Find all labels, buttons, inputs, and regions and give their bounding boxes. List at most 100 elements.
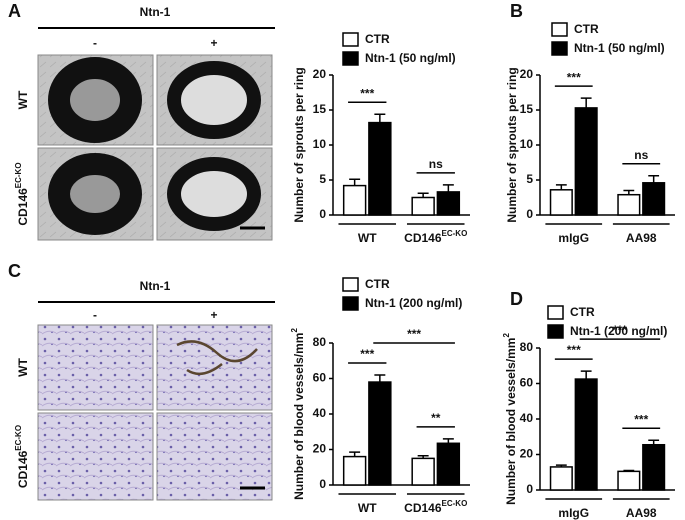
x-tick-label-sup: EC-KO <box>442 229 468 238</box>
panel-letter: A <box>8 1 21 21</box>
significance-label: *** <box>567 343 581 357</box>
error-bar <box>648 175 660 183</box>
y-tick-label: 0 <box>526 482 533 496</box>
legend-swatch <box>551 41 568 56</box>
bar <box>549 466 573 491</box>
bar <box>617 470 641 491</box>
bar <box>642 443 666 491</box>
significance-label: *** <box>634 412 648 426</box>
significance-label: ns <box>429 157 443 171</box>
column-label: + <box>210 36 217 50</box>
micrograph <box>37 412 154 501</box>
y-tick-label: 15 <box>520 102 534 116</box>
y-axis-label-base: Number of sprouts per ring <box>292 67 306 222</box>
row-label-base: CD146 <box>16 188 30 226</box>
column-label: + <box>210 308 217 322</box>
y-tick-label: 0 <box>319 207 326 221</box>
y-axis-label-base: Number of blood vessels/mm <box>504 338 518 505</box>
bar <box>549 189 573 216</box>
y-tick-label: 10 <box>313 137 327 151</box>
error-bar <box>580 370 592 380</box>
error-bar <box>442 438 454 444</box>
legend-label: Ntn-1 (200 ng/ml) <box>570 324 667 338</box>
panel-letter: B <box>510 1 523 21</box>
bar <box>574 107 598 216</box>
panel-letter: D <box>510 289 523 309</box>
error-bar <box>417 192 429 198</box>
y-tick-label: 0 <box>319 477 326 491</box>
legend-swatch <box>342 277 359 292</box>
bar <box>574 378 598 491</box>
across-significance-label: *** <box>407 327 421 341</box>
column-label: - <box>93 36 97 50</box>
bar <box>342 184 367 216</box>
row-label-sup: EC-KO <box>14 425 23 451</box>
micrograph <box>37 324 154 411</box>
error-bar <box>623 469 635 472</box>
y-tick-label: 20 <box>520 447 534 461</box>
y-tick-label: 40 <box>313 406 327 420</box>
y-tick-label: 80 <box>313 335 327 349</box>
x-tick-label-base: CD146 <box>404 501 442 515</box>
y-tick-label: 20 <box>313 442 327 456</box>
error-bar <box>555 464 567 467</box>
x-tick-label-base: WT <box>358 231 377 245</box>
y-axis-label: Number of blood vessels/mm2 <box>290 328 306 500</box>
row-label-sup: EC-KO <box>14 162 23 188</box>
x-tick-label: WT <box>358 501 377 515</box>
legend-label: CTR <box>570 305 595 319</box>
legend-swatch <box>547 324 564 339</box>
panel-letter: C <box>8 261 21 281</box>
row-label-base: WT <box>16 90 30 109</box>
legend-swatch <box>342 32 359 47</box>
ring <box>48 57 142 143</box>
error-bar <box>442 184 454 192</box>
x-tick-label: WT <box>358 231 377 245</box>
x-tick-label: mIgG <box>558 231 589 245</box>
y-axis-label-base: Number of sprouts per ring <box>505 67 519 222</box>
legend-label: Ntn-1 (200 ng/ml) <box>365 296 462 310</box>
column-label: - <box>93 308 97 322</box>
y-tick-label: 0 <box>526 207 533 221</box>
legend-swatch <box>342 51 359 66</box>
legend-label: CTR <box>574 22 599 36</box>
x-tick-label: mIgG <box>558 506 589 520</box>
row-label: CD146EC-KO <box>14 425 30 488</box>
x-tick-label-base: mIgG <box>558 506 589 520</box>
error-bar <box>374 113 386 123</box>
row-label-base: WT <box>16 358 30 377</box>
y-tick-label: 60 <box>520 376 534 390</box>
legend-swatch <box>547 305 564 320</box>
micrograph <box>156 412 273 501</box>
x-tick-label: CD146EC-KO <box>404 229 467 245</box>
x-tick-label-sup: EC-KO <box>442 499 468 508</box>
x-tick-label-base: AA98 <box>626 231 657 245</box>
bar <box>436 442 461 486</box>
y-tick-label: 15 <box>313 102 327 116</box>
x-tick-label-base: WT <box>358 501 377 515</box>
legend-swatch <box>342 296 359 311</box>
x-tick-label-base: AA98 <box>626 506 657 520</box>
significance-label: *** <box>360 86 374 100</box>
y-axis-label-sup: 2 <box>290 328 299 333</box>
legend-label: CTR <box>365 277 390 291</box>
y-tick-label: 20 <box>313 67 327 81</box>
error-bar <box>580 97 592 108</box>
ring <box>167 61 261 139</box>
y-tick-label: 5 <box>526 172 533 186</box>
ring <box>167 157 261 231</box>
row-label: WT <box>16 90 30 109</box>
bar <box>342 455 367 486</box>
error-bar <box>623 189 635 195</box>
y-tick-label: 10 <box>520 137 534 151</box>
error-bar <box>349 451 361 457</box>
x-tick-label: AA98 <box>626 506 657 520</box>
bar <box>411 196 435 216</box>
across-significance-label: *** <box>613 323 627 337</box>
y-tick-label: 5 <box>319 172 326 186</box>
y-tick-label: 40 <box>520 411 534 425</box>
y-axis-label-base: Number of blood vessels/mm <box>292 333 306 500</box>
vessels <box>176 340 258 376</box>
